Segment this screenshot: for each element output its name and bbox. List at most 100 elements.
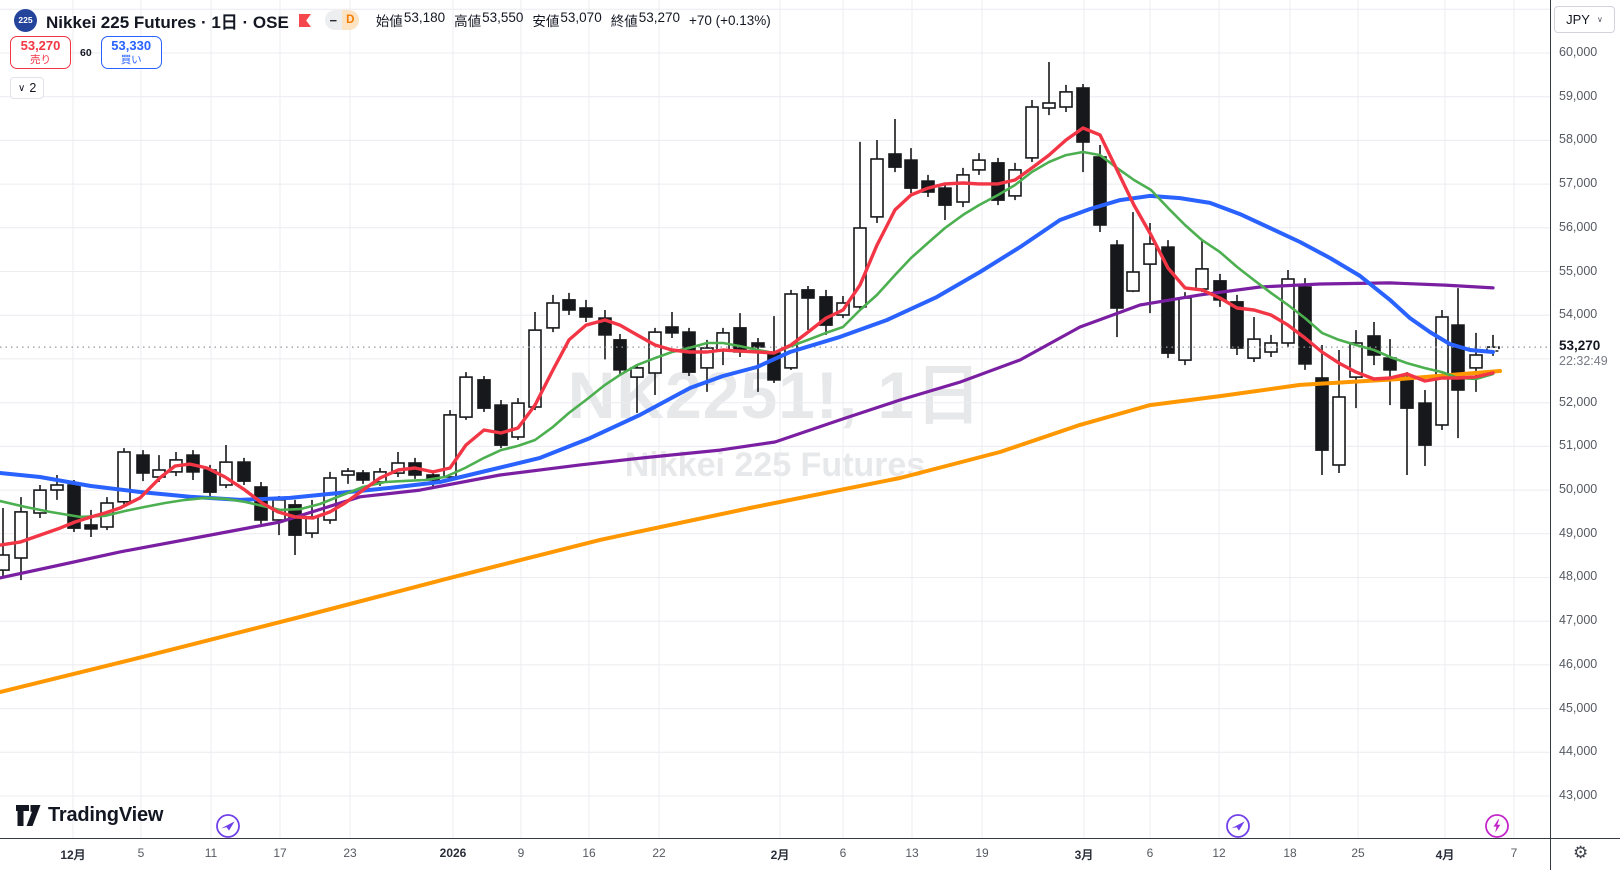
watermark-name: Nikkei 225 Futures: [624, 446, 926, 484]
candle[interactable]: [938, 183, 952, 220]
interval-d-badge[interactable]: D: [341, 10, 359, 30]
candle[interactable]: [136, 450, 150, 482]
candle[interactable]: [1400, 372, 1414, 475]
close-label: 終値: [610, 14, 638, 29]
candle[interactable]: [1349, 330, 1363, 409]
candle[interactable]: [904, 148, 918, 194]
time-axis-label: 9: [517, 846, 525, 860]
gear-icon[interactable]: ⚙: [1573, 843, 1589, 862]
ma-red-fast[interactable]: [0, 126, 1495, 547]
candle[interactable]: [1418, 390, 1432, 466]
candlestick-chart[interactable]: [0, 0, 1550, 838]
candle[interactable]: [459, 372, 473, 420]
candle[interactable]: [511, 398, 525, 440]
candle[interactable]: [1178, 292, 1192, 366]
candle[interactable]: [1025, 100, 1039, 162]
time-axis-label: 2月: [770, 848, 790, 862]
lightning-event-icon[interactable]: [1484, 813, 1510, 838]
sell-price: 53,270: [20, 38, 61, 53]
candle[interactable]: [784, 289, 798, 370]
candle[interactable]: [630, 365, 644, 413]
time-axis-label: 23: [343, 846, 357, 860]
candle[interactable]: [1059, 84, 1073, 112]
time-axis-label: 6: [839, 846, 847, 860]
interval-pill[interactable]: − D: [324, 10, 359, 30]
price-axis-label: 54,000: [1559, 307, 1598, 321]
candle[interactable]: [665, 312, 679, 338]
candle[interactable]: [1230, 294, 1244, 355]
time-axis-label: 18: [1283, 846, 1297, 860]
paper-plane-event-icon[interactable]: [1225, 813, 1251, 838]
high-value: 53,550: [482, 10, 524, 25]
candle[interactable]: [546, 294, 560, 333]
candle[interactable]: [494, 400, 508, 449]
time-axis-label: 4月: [1435, 848, 1455, 862]
minus-icon[interactable]: −: [324, 10, 342, 30]
candle[interactable]: [579, 299, 593, 322]
candle[interactable]: [341, 468, 355, 484]
time-axis-label: 12月: [60, 848, 86, 862]
candle[interactable]: [33, 485, 47, 518]
price-axis-label: 49,000: [1559, 526, 1598, 540]
buy-button[interactable]: 53,330 買い: [100, 36, 162, 69]
time-axis-label: 6: [1146, 846, 1154, 860]
candle[interactable]: [801, 286, 815, 331]
candle[interactable]: [991, 157, 1005, 206]
candle[interactable]: [1247, 317, 1261, 362]
candle[interactable]: [1264, 334, 1278, 357]
tradingview-wordmark: TradingView: [48, 804, 164, 826]
candle[interactable]: [598, 310, 612, 360]
paper-plane-event-icon[interactable]: [215, 813, 241, 838]
candle[interactable]: [888, 119, 902, 173]
price-axis[interactable]: JPY ∨ 60,000 59,000 58,000 57,000 56,000 55,0…: [1550, 0, 1620, 838]
candle[interactable]: [972, 153, 986, 175]
candle[interactable]: [1110, 240, 1124, 338]
candle[interactable]: [1298, 278, 1312, 370]
candle[interactable]: [14, 497, 28, 581]
symbol-title[interactable]: Nikkei 225 Futures · 1日 · OSE: [46, 12, 289, 32]
buy-sell-widget: 53,270 売り 60 53,330 買い: [10, 36, 162, 69]
axis-separator: [1550, 0, 1551, 870]
candle[interactable]: [117, 448, 131, 505]
candle[interactable]: [613, 334, 627, 374]
candle[interactable]: [562, 292, 576, 315]
candle[interactable]: [716, 327, 730, 366]
candle[interactable]: [819, 289, 833, 335]
market-status-flag-icon: [298, 13, 312, 28]
candle[interactable]: [1383, 339, 1397, 406]
price-chart-pane[interactable]: NK2251!, 1日 Nikkei 225 Futures 225 Nikke…: [0, 0, 1550, 838]
price-axis-label: 50,000: [1559, 482, 1598, 496]
object-tree-collapse-button[interactable]: ∨ 2: [10, 77, 45, 99]
time-axis-label: 2026: [439, 846, 467, 860]
candle[interactable]: [477, 376, 491, 412]
candle[interactable]: [870, 140, 884, 223]
candle[interactable]: [1195, 240, 1209, 293]
candle[interactable]: [1315, 345, 1329, 475]
price-axis-label: 43,000: [1559, 788, 1598, 802]
candle[interactable]: [1126, 212, 1140, 293]
tradingview-logo[interactable]: TradingView: [16, 804, 163, 827]
currency-label: JPY: [1566, 12, 1590, 27]
time-axis[interactable]: 12月 5 11 17 23 2026 9 16 22 2月 6 13 19 3月 6 12 18 25 4月 7 ⚙: [0, 838, 1620, 870]
candle[interactable]: [1332, 350, 1346, 473]
candle[interactable]: [272, 496, 286, 536]
current-price-value: 53,270: [1559, 338, 1601, 353]
candle[interactable]: [356, 470, 370, 484]
ma-orange-slow[interactable]: [0, 369, 1502, 694]
sell-button[interactable]: 53,270 売り: [10, 36, 71, 69]
candle[interactable]: [1143, 223, 1157, 314]
time-axis-label: 7: [1510, 846, 1518, 860]
candle[interactable]: [1042, 62, 1056, 116]
ma-blue[interactable]: [0, 193, 1495, 502]
candle[interactable]: [84, 509, 98, 537]
chart-legend: 225 Nikkei 225 Futures · 1日 · OSE − D 始値…: [14, 8, 771, 32]
candle[interactable]: [237, 457, 251, 485]
currency-selector[interactable]: JPY ∨: [1554, 6, 1615, 33]
price-axis-label: 51,000: [1559, 438, 1598, 452]
ma-purple[interactable]: [0, 281, 1495, 580]
candle[interactable]: [1469, 332, 1483, 392]
price-axis-label: 47,000: [1559, 613, 1598, 627]
candle[interactable]: [956, 167, 970, 208]
candle[interactable]: [1451, 288, 1465, 439]
